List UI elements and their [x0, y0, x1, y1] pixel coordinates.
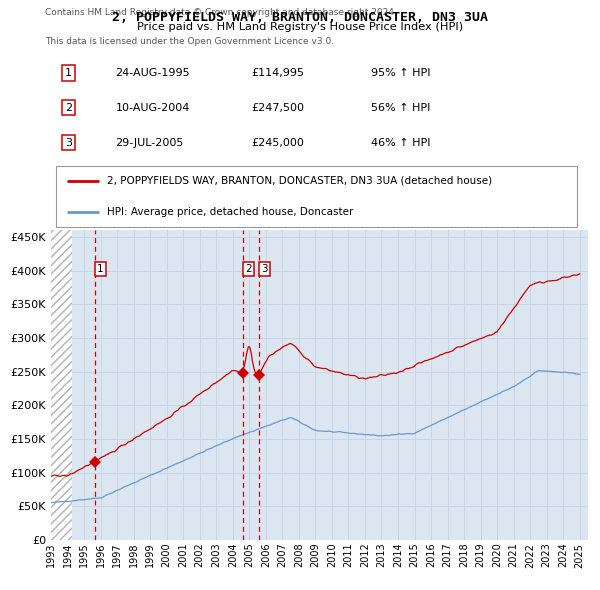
- Text: 46% ↑ HPI: 46% ↑ HPI: [371, 137, 430, 148]
- Text: 29-JUL-2005: 29-JUL-2005: [116, 137, 184, 148]
- Text: 1: 1: [97, 264, 104, 274]
- Text: Contains HM Land Registry data © Crown copyright and database right 2024.: Contains HM Land Registry data © Crown c…: [45, 8, 397, 17]
- Text: 3: 3: [65, 137, 72, 148]
- Text: 3: 3: [261, 264, 268, 274]
- FancyBboxPatch shape: [56, 166, 577, 227]
- Text: 2, POPPYFIELDS WAY, BRANTON, DONCASTER, DN3 3UA (detached house): 2, POPPYFIELDS WAY, BRANTON, DONCASTER, …: [107, 176, 493, 186]
- Text: Price paid vs. HM Land Registry's House Price Index (HPI): Price paid vs. HM Land Registry's House …: [137, 22, 463, 32]
- Text: 95% ↑ HPI: 95% ↑ HPI: [371, 68, 430, 78]
- Text: 56% ↑ HPI: 56% ↑ HPI: [371, 103, 430, 113]
- Text: 24-AUG-1995: 24-AUG-1995: [116, 68, 190, 78]
- Text: 10-AUG-2004: 10-AUG-2004: [116, 103, 190, 113]
- Text: £247,500: £247,500: [251, 103, 304, 113]
- Text: £114,995: £114,995: [251, 68, 304, 78]
- Text: HPI: Average price, detached house, Doncaster: HPI: Average price, detached house, Donc…: [107, 206, 354, 217]
- Text: 1: 1: [65, 68, 72, 78]
- Text: 2, POPPYFIELDS WAY, BRANTON, DONCASTER, DN3 3UA: 2, POPPYFIELDS WAY, BRANTON, DONCASTER, …: [112, 11, 488, 24]
- Polygon shape: [51, 230, 73, 540]
- Text: This data is licensed under the Open Government Licence v3.0.: This data is licensed under the Open Gov…: [45, 37, 334, 46]
- Text: 2: 2: [245, 264, 252, 274]
- Text: 2: 2: [65, 103, 72, 113]
- Text: £245,000: £245,000: [251, 137, 304, 148]
